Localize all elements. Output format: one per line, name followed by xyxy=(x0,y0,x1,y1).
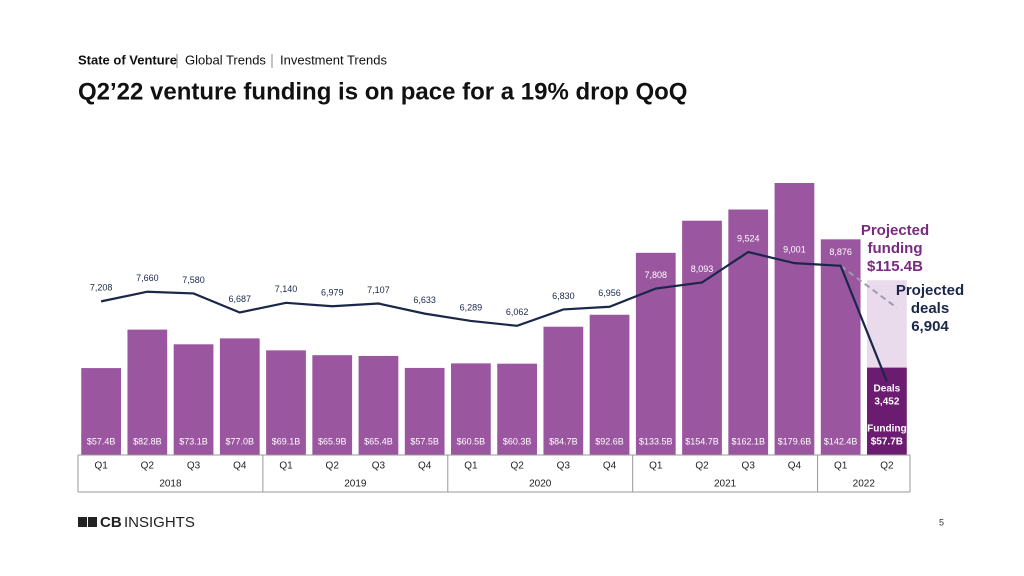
bar-value-label: $57.7B xyxy=(871,437,903,448)
projection-value: 6,904 xyxy=(911,318,949,335)
x-tick-label: Q3 xyxy=(187,461,201,472)
line-value-label: 7,580 xyxy=(182,275,205,285)
deals-line xyxy=(100,250,888,382)
x-tick-label: Q1 xyxy=(834,461,848,472)
x-tick-label: Q4 xyxy=(233,461,247,472)
bar xyxy=(219,338,260,455)
bar-value-label: $82.8B xyxy=(133,436,162,446)
bar xyxy=(635,252,676,455)
x-tick-label: Q4 xyxy=(788,461,802,472)
projection-label: Projected xyxy=(861,222,929,239)
projected-deals-line xyxy=(840,265,898,309)
logo-text: CB xyxy=(100,514,122,531)
bar-value-label: $57.4B xyxy=(87,436,116,446)
line-value-label: 7,107 xyxy=(367,285,390,295)
line-value-label: 6,633 xyxy=(413,295,436,305)
line-value-label: 6,062 xyxy=(506,307,529,317)
x-tick-label: Q2 xyxy=(510,461,524,472)
bar xyxy=(543,326,584,455)
line-value-label: 6,289 xyxy=(460,302,483,312)
logo: CB INSIGHTS xyxy=(78,514,195,531)
bar xyxy=(312,355,353,455)
line-value-label: 8,093 xyxy=(691,264,714,274)
logo-icon xyxy=(78,517,87,527)
line-value-label: 7,140 xyxy=(275,284,298,294)
x-tick-label: Q1 xyxy=(649,461,663,472)
bar-value-label: $60.3B xyxy=(503,436,532,446)
logo-text: INSIGHTS xyxy=(124,514,195,531)
breadcrumb: State of Venture xyxy=(78,52,177,67)
bar xyxy=(497,363,537,455)
line-value-label: 6,956 xyxy=(598,288,621,298)
bar xyxy=(682,220,722,455)
line-value-label: 7,208 xyxy=(90,283,113,293)
x-tick-label: Q1 xyxy=(279,461,293,472)
line-value-label: 9,001 xyxy=(783,245,806,255)
x-tick-label: Q4 xyxy=(418,461,432,472)
bar xyxy=(774,183,815,455)
bar-value-label: $73.1B xyxy=(179,436,208,446)
line-value-label: 6,979 xyxy=(321,288,344,298)
bar-value-label: $57.5B xyxy=(410,436,439,446)
group-label: 2019 xyxy=(344,479,367,490)
bar-value-label: $69.1B xyxy=(272,436,301,446)
bar xyxy=(404,367,445,455)
bar xyxy=(451,363,491,455)
bar-value-label: $133.5B xyxy=(639,436,673,446)
bar-value-label: $92.6B xyxy=(595,436,624,446)
line-value-label: 7,660 xyxy=(136,273,159,283)
bar xyxy=(266,350,306,455)
bar-value-label: $84.7B xyxy=(549,436,578,446)
bar xyxy=(728,209,769,455)
x-tick-label: Q1 xyxy=(94,461,108,472)
x-tick-label: Q2 xyxy=(326,461,340,472)
bar-value-label: $179.6B xyxy=(778,436,812,446)
bar xyxy=(358,355,399,455)
line-value-label: 6,830 xyxy=(552,291,575,301)
bar-value-label: $60.5B xyxy=(457,436,486,446)
projection-label: Projected xyxy=(896,282,964,299)
bar-value-label: $65.9B xyxy=(318,436,347,446)
group-label: 2022 xyxy=(853,479,876,490)
page-number: 5 xyxy=(939,517,944,527)
bar-name: Funding xyxy=(867,424,906,435)
bar-value-label: $77.0B xyxy=(226,436,255,446)
projection-label: funding xyxy=(868,240,923,257)
bar xyxy=(867,367,907,455)
breadcrumb: Global Trends xyxy=(185,52,266,67)
projection-label: deals xyxy=(911,300,949,317)
x-tick-label: Q2 xyxy=(695,461,709,472)
x-tick-label: Q2 xyxy=(880,461,894,472)
line-value-label: 7,808 xyxy=(645,270,668,280)
bar-value-label: $162.1B xyxy=(731,436,765,446)
line-value-label: 3,452 xyxy=(874,397,899,408)
x-tick-label: Q3 xyxy=(372,461,386,472)
x-tick-label: Q1 xyxy=(464,461,478,472)
group-label: 2021 xyxy=(714,479,737,490)
line-name: Deals xyxy=(874,384,901,395)
group-label: 2018 xyxy=(159,479,182,490)
x-tick-label: Q2 xyxy=(141,461,155,472)
group-label: 2020 xyxy=(529,479,552,490)
bar xyxy=(820,239,861,455)
bar-value-label: $65.4B xyxy=(364,436,393,446)
bar xyxy=(81,368,121,455)
bar xyxy=(589,314,630,455)
bar xyxy=(173,344,214,455)
logo-icon xyxy=(88,517,97,527)
breadcrumb: Investment Trends xyxy=(280,52,387,67)
line-value-label: 9,524 xyxy=(737,233,760,243)
x-tick-label: Q4 xyxy=(603,461,617,472)
chart-title: Q2’22 venture funding is on pace for a 1… xyxy=(78,78,687,105)
x-tick-label: Q3 xyxy=(742,461,756,472)
bar-value-label: $154.7B xyxy=(685,436,719,446)
line-value-label: 8,876 xyxy=(829,247,852,257)
line-value-label: 6,687 xyxy=(229,294,252,304)
x-tick-label: Q3 xyxy=(557,461,571,472)
bar xyxy=(127,329,168,455)
projection-value: $115.4B xyxy=(867,258,923,275)
bar-value-label: $142.4B xyxy=(824,436,858,446)
